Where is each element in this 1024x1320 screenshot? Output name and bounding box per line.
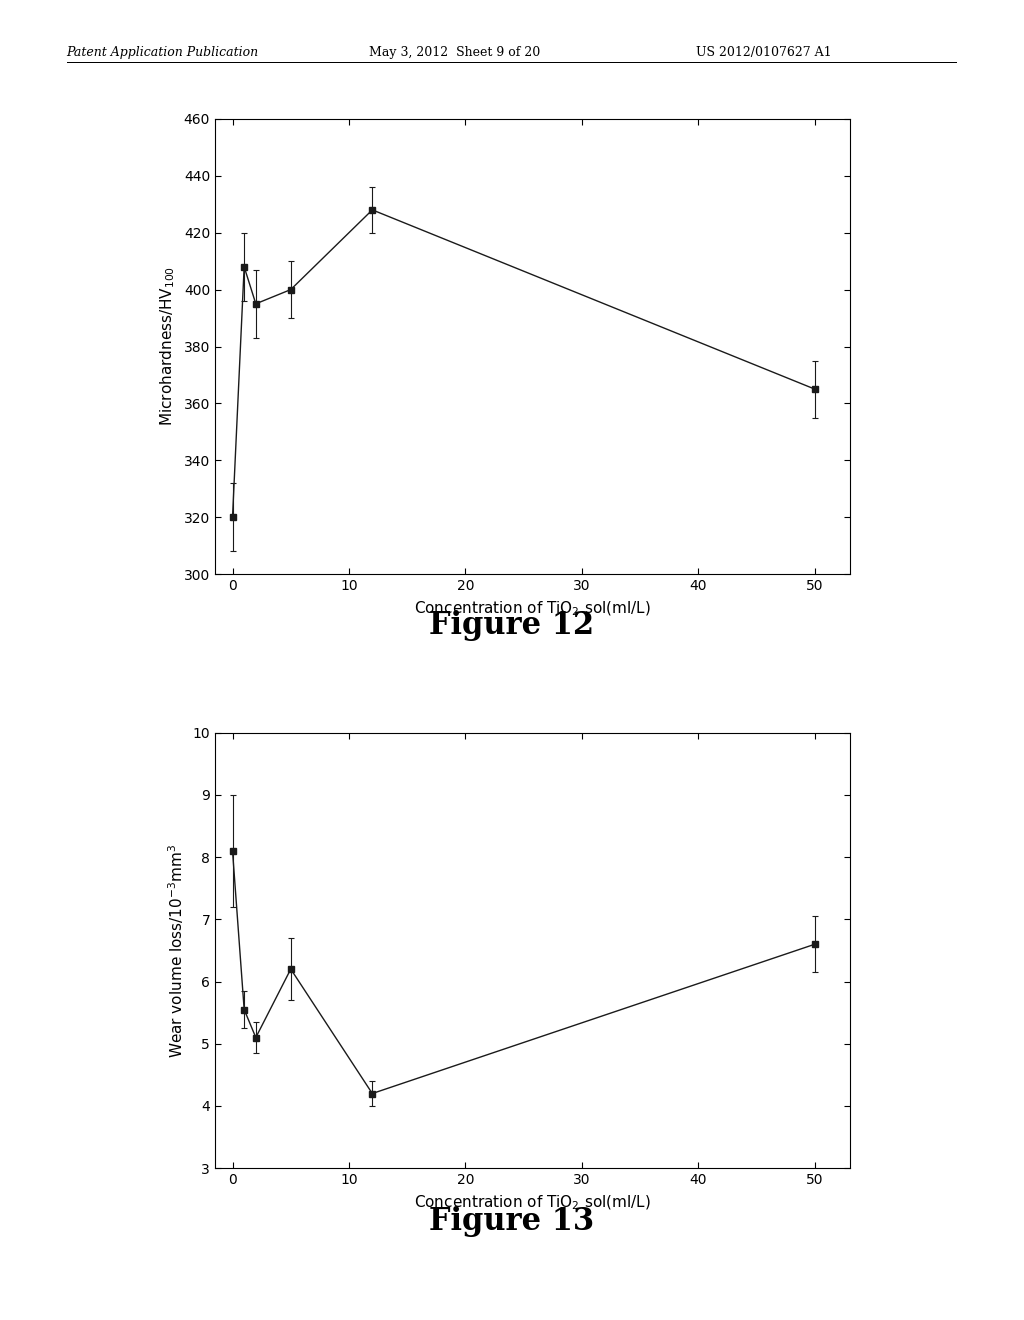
Text: Figure 13: Figure 13	[429, 1206, 595, 1237]
X-axis label: Concentration of TiO$_2$ sol(ml/L): Concentration of TiO$_2$ sol(ml/L)	[414, 601, 651, 618]
Y-axis label: Microhardness/HV$_{100}$: Microhardness/HV$_{100}$	[158, 267, 177, 426]
X-axis label: Concentration of TiO$_2$ sol(ml/L): Concentration of TiO$_2$ sol(ml/L)	[414, 1195, 651, 1212]
Text: Patent Application Publication: Patent Application Publication	[67, 46, 259, 59]
Y-axis label: Wear volume loss/10$^{-3}$mm$^3$: Wear volume loss/10$^{-3}$mm$^3$	[166, 843, 185, 1057]
Text: US 2012/0107627 A1: US 2012/0107627 A1	[696, 46, 831, 59]
Text: May 3, 2012  Sheet 9 of 20: May 3, 2012 Sheet 9 of 20	[369, 46, 540, 59]
Text: Figure 12: Figure 12	[429, 610, 595, 640]
